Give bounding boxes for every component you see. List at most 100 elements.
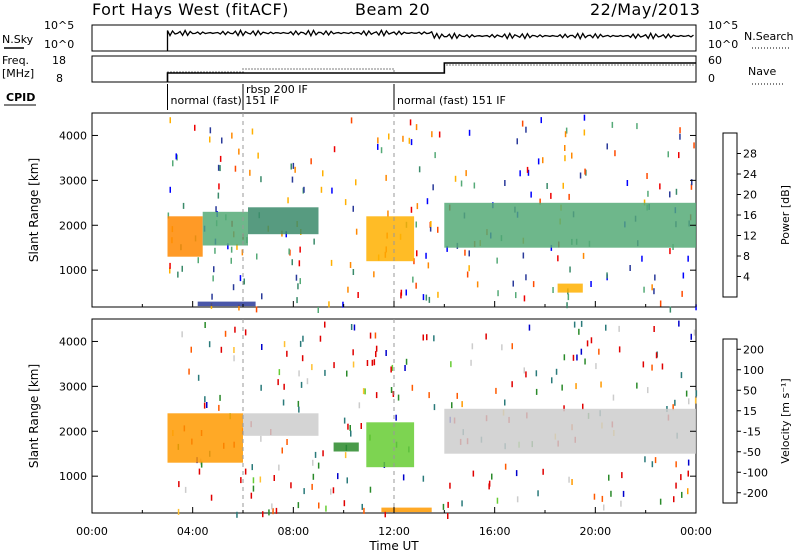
noise-cell: [438, 131, 441, 138]
noise-cell: [552, 287, 554, 293]
noise-cell: [380, 147, 383, 154]
nave-tick: 0: [708, 72, 715, 85]
nave-label: Nave: [748, 65, 776, 78]
colorbar-tick-label: 4: [743, 271, 750, 284]
noise-cell: [669, 191, 671, 198]
noise-cell: [651, 461, 654, 468]
noise-cell: [259, 476, 262, 483]
noise-cell: [214, 247, 216, 254]
noise-cell: [595, 363, 597, 370]
noise-cell: [672, 404, 674, 411]
noise-cell: [213, 266, 215, 273]
noise-cell: [646, 173, 648, 179]
noise-cell: [395, 414, 397, 421]
noise-cell: [319, 335, 322, 342]
noise-cell: [299, 278, 301, 285]
nave-trace: [167, 64, 696, 74]
nsky-trace: [166, 28, 694, 51]
noise-cell: [466, 271, 469, 278]
noise-cell: [428, 296, 431, 303]
noise-cell: [377, 137, 379, 144]
noise-cell: [238, 304, 240, 311]
echo-region: [167, 216, 203, 257]
noise-cell: [415, 221, 417, 228]
noise-cell: [576, 354, 578, 361]
noise-cell: [285, 231, 287, 238]
noise-cell: [408, 137, 411, 144]
noise-cell: [402, 135, 404, 142]
noise-cell: [251, 464, 253, 471]
freq-panel-frame: [91, 55, 697, 83]
noise-cell: [352, 349, 354, 356]
echo-region: [202, 211, 248, 246]
noise-cell: [539, 198, 541, 205]
echo-region: [444, 408, 696, 454]
noise-cell: [688, 398, 690, 405]
noise-cell: [252, 485, 255, 492]
noise-cell: [234, 326, 236, 333]
noise-cell: [682, 272, 685, 279]
nsky-tick: 10^0: [44, 38, 74, 51]
x-axis-label: Time UT: [368, 539, 419, 553]
noise-cell: [605, 324, 607, 331]
noise-cell: [537, 158, 540, 165]
noise-cell: [566, 302, 568, 309]
noise-cell: [330, 259, 333, 266]
noise-cell: [405, 289, 407, 296]
noise-cell: [653, 326, 655, 332]
y-tick-label: 1000: [59, 264, 87, 277]
noise-cell: [442, 503, 445, 510]
noise-cell: [626, 180, 629, 186]
noise-cell: [217, 192, 220, 199]
nsky-panel-frame: [91, 24, 697, 52]
noise-cell: [516, 496, 519, 503]
noise-cell: [291, 176, 294, 183]
noise-cell: [584, 168, 586, 175]
noise-cell: [277, 379, 279, 386]
noise-cell: [236, 511, 238, 518]
noise-cell: [391, 364, 394, 371]
noise-cell: [693, 142, 695, 149]
noise-cell: [410, 139, 413, 146]
noise-cell: [535, 370, 538, 377]
noise-cell: [230, 257, 232, 264]
noise-cell: [659, 183, 661, 190]
noise-cell: [178, 481, 180, 488]
noise-cell: [614, 150, 616, 157]
noise-cell: [220, 346, 223, 353]
velocity-colorbar-frame: [722, 338, 738, 504]
noise-cell: [350, 430, 352, 437]
noise-cell: [208, 341, 211, 348]
noise-cell: [557, 255, 559, 262]
noise-cell: [251, 128, 254, 135]
noise-cell: [651, 364, 653, 371]
noise-cell: [641, 255, 643, 262]
noise-cell: [569, 266, 571, 273]
noise-cell: [347, 423, 349, 430]
noise-cell: [636, 382, 638, 389]
noise-cell: [203, 402, 206, 409]
noise-cell: [694, 397, 697, 404]
y-tick-label: 2000: [59, 219, 87, 232]
noise-cell: [294, 166, 296, 173]
noise-cell: [296, 297, 298, 304]
noise-cell: [169, 117, 171, 124]
x-tick-label: 00:00: [76, 525, 108, 538]
noise-cell: [422, 475, 425, 482]
noise-cell: [629, 265, 631, 271]
noise-cell: [290, 482, 292, 489]
noise-cell: [521, 120, 524, 127]
noise-cell: [427, 262, 430, 269]
noise-cell: [651, 284, 653, 291]
noise-cell: [515, 292, 517, 299]
colorbar-tick-label: 12: [743, 230, 757, 243]
noise-cell: [210, 494, 213, 501]
noise-cell: [298, 370, 300, 377]
noise-cell: [426, 198, 429, 205]
noise-cell: [471, 343, 474, 350]
noise-cell: [655, 352, 658, 359]
noise-cell: [257, 152, 259, 159]
noise-cell: [618, 325, 620, 332]
y-tick-label: 2000: [59, 425, 87, 438]
noise-cell: [447, 501, 449, 508]
